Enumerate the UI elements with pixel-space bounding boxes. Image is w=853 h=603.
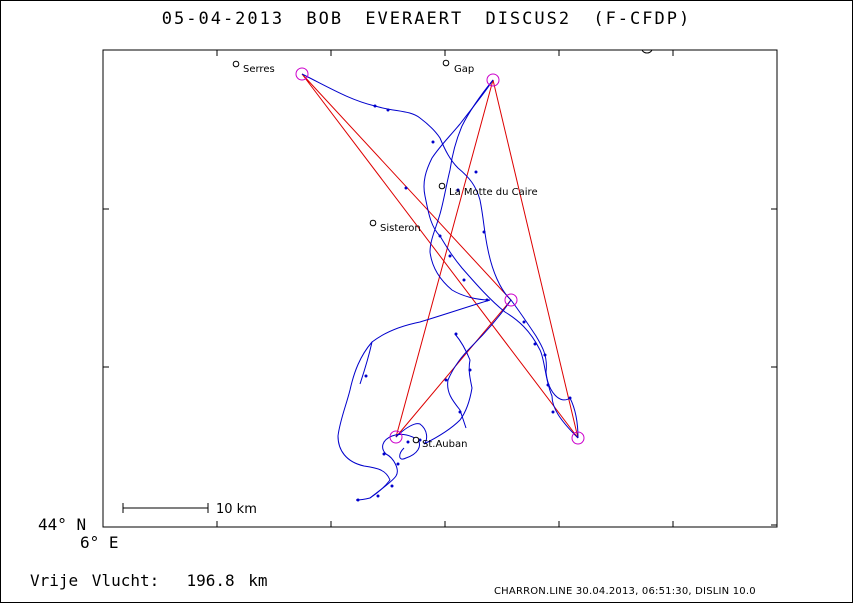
turnpoint-4 xyxy=(571,431,585,445)
task-lines xyxy=(301,73,579,439)
turnpoint-5 xyxy=(389,430,403,444)
city-labels: Serres Gap La Motte du Caire Sisteron St… xyxy=(243,64,538,450)
city-markers xyxy=(232,59,450,444)
city-marker-st-auban xyxy=(412,436,420,444)
pilot-name: BOB EVERAERT xyxy=(306,9,464,29)
glider-name: DISCUS2 (F-CFDP) xyxy=(485,9,692,29)
city-marker-gap xyxy=(442,59,450,67)
turnpoints xyxy=(295,67,585,445)
distance-value: 196.8 km xyxy=(186,571,268,590)
scale-bar xyxy=(122,503,209,513)
axis-ticks xyxy=(103,50,777,527)
turnpoint-3 xyxy=(504,293,518,307)
scale-bar-label: 10 km xyxy=(216,502,257,517)
turnpoint-1 xyxy=(295,67,309,81)
distance-label: Vrije Vlucht: xyxy=(30,571,160,590)
track-markers xyxy=(356,104,572,502)
city-label-la-motte: La Motte du Caire xyxy=(449,187,538,198)
footer-info: CHARRON.LINE 30.04.2013, 06:51:30, DISLI… xyxy=(494,586,756,597)
city-label-gap: Gap xyxy=(454,64,474,75)
city-marker-la-motte xyxy=(438,182,446,190)
longitude-label: 6° E xyxy=(80,533,119,552)
city-label-sisteron: Sisteron xyxy=(380,223,421,234)
city-label-st-auban: St.Auban xyxy=(422,439,467,450)
city-marker-sisteron xyxy=(369,219,377,227)
edge-fragment xyxy=(641,49,653,54)
flight-date: 05-04-2013 xyxy=(161,9,285,29)
gps-track xyxy=(301,73,579,501)
latitude-label: 44° N xyxy=(38,515,87,534)
flight-title: 05-04-2013 BOB EVERAERT DISCUS2 (F-CFDP) xyxy=(0,9,853,29)
turnpoint-2 xyxy=(486,73,500,87)
city-marker-serres xyxy=(232,60,240,68)
distance-summary: Vrije Vlucht: 196.8 km xyxy=(30,571,268,590)
city-label-serres: Serres xyxy=(243,64,275,75)
plot-border xyxy=(102,49,778,528)
